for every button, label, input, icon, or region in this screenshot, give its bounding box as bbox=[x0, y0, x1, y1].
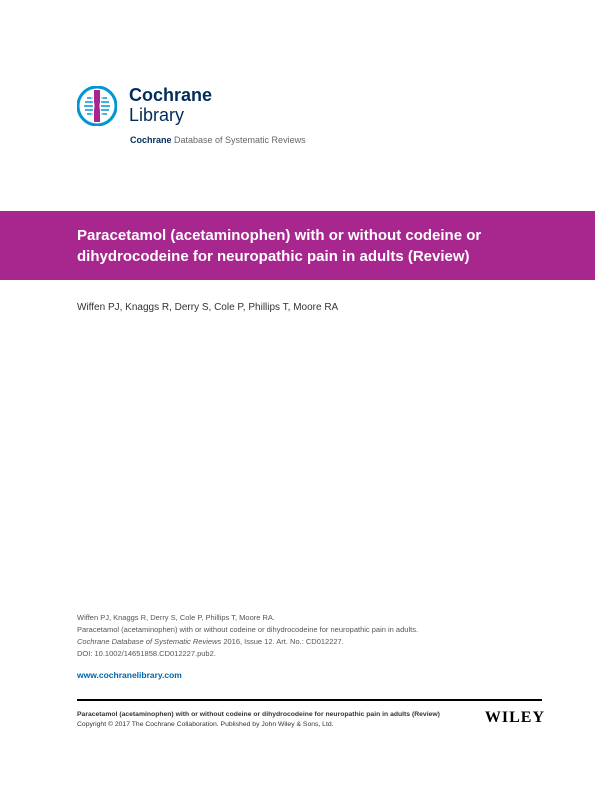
tagline-rest: Database of Systematic Reviews bbox=[172, 135, 306, 145]
tagline-bold: Cochrane bbox=[130, 135, 172, 145]
citation-doi: DOI: 10.1002/14651858.CD012227.pub2. bbox=[77, 648, 418, 660]
citation-title: Paracetamol (acetaminophen) with or with… bbox=[77, 624, 418, 636]
author-list: Wiffen PJ, Knaggs R, Derry S, Cole P, Ph… bbox=[77, 302, 338, 313]
footer-copyright: Copyright © 2017 The Cochrane Collaborat… bbox=[77, 720, 440, 730]
cochrane-logo-icon bbox=[77, 86, 117, 126]
logo-subtitle: Library bbox=[129, 106, 212, 126]
citation-authors: Wiffen PJ, Knaggs R, Derry S, Cole P, Ph… bbox=[77, 612, 418, 624]
wiley-logo: WILEY bbox=[485, 709, 545, 727]
title-banner: Paracetamol (acetaminophen) with or with… bbox=[0, 211, 595, 280]
review-title: Paracetamol (acetaminophen) with or with… bbox=[77, 225, 565, 267]
logo-title: Cochrane bbox=[129, 86, 212, 106]
footer-title: Paracetamol (acetaminophen) with or with… bbox=[77, 710, 440, 720]
citation-block: Wiffen PJ, Knaggs R, Derry S, Cole P, Ph… bbox=[77, 612, 418, 660]
cochrane-url[interactable]: www.cochranelibrary.com bbox=[77, 670, 182, 680]
cochrane-logo-block: Cochrane Library bbox=[77, 86, 212, 126]
logo-tagline: Cochrane Database of Systematic Reviews bbox=[130, 135, 306, 145]
citation-issue: 2016, Issue 12. Art. No.: CD012227. bbox=[221, 637, 344, 646]
footer-divider bbox=[77, 699, 542, 701]
citation-journal: Cochrane Database of Systematic Reviews … bbox=[77, 636, 418, 648]
logo-text-block: Cochrane Library bbox=[129, 86, 212, 126]
citation-journal-name: Cochrane Database of Systematic Reviews bbox=[77, 637, 221, 646]
footer-text: Paracetamol (acetaminophen) with or with… bbox=[77, 710, 440, 730]
